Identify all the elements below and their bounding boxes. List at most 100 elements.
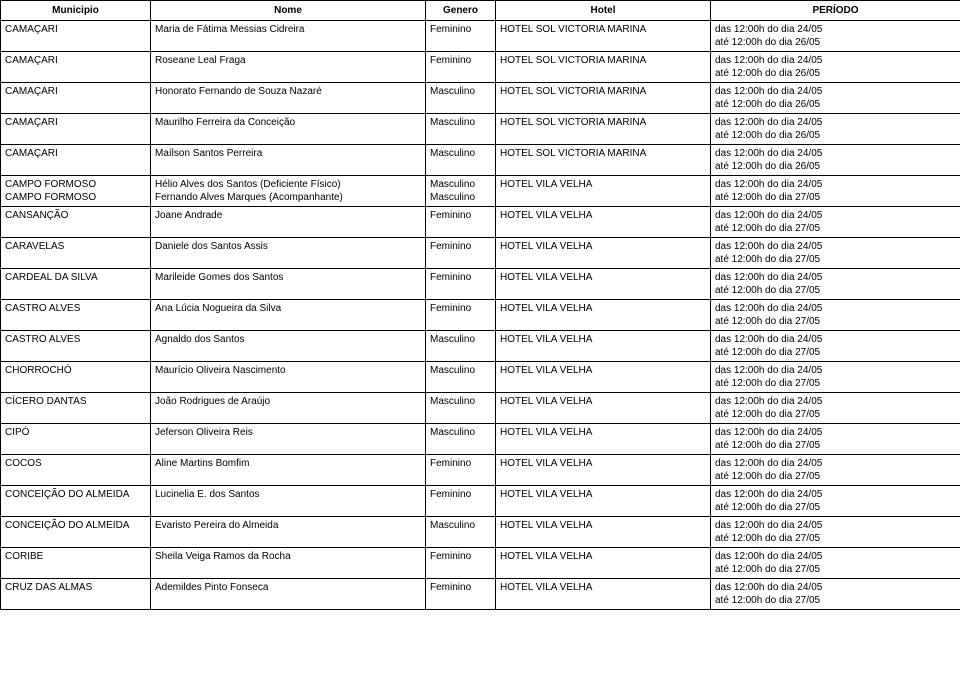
periodo-line: até 12:00h do dia 27/05 [715, 408, 956, 421]
cell-periodo: das 12:00h do dia 24/05até 12:00h do dia… [711, 83, 960, 114]
cell-genero: Masculino [426, 114, 496, 145]
cell-genero: Masculino [426, 145, 496, 176]
cell-periodo: das 12:00h do dia 24/05até 12:00h do dia… [711, 52, 960, 83]
cell-genero-line: Masculino [430, 178, 491, 191]
cell-genero: Masculino [426, 331, 496, 362]
cell-municipio: CAMAÇARI [1, 52, 151, 83]
cell-municipio: CAMAÇARI [1, 83, 151, 114]
cell-nome: Evaristo Pereira do Almeida [151, 517, 426, 548]
cell-hotel: HOTEL VILA VELHA [496, 362, 711, 393]
periodo-line: das 12:00h do dia 24/05 [715, 550, 956, 563]
cell-nome: Maria de Fátima Messias Cidreira [151, 21, 426, 52]
cell-periodo: das 12:00h do dia 24/05até 12:00h do dia… [711, 238, 960, 269]
cell-genero: Feminino [426, 300, 496, 331]
periodo-line: até 12:00h do dia 27/05 [715, 284, 956, 297]
col-periodo: PERÍODO [711, 1, 960, 21]
periodo-line: das 12:00h do dia 24/05 [715, 240, 956, 253]
cell-periodo: das 12:00h do dia 24/05até 12:00h do dia… [711, 424, 960, 455]
cell-nome: Honorato Fernando de Souza Nazaré [151, 83, 426, 114]
cell-genero: Feminino [426, 269, 496, 300]
cell-municipio: COCOS [1, 455, 151, 486]
cell-nome: Agnaldo dos Santos [151, 331, 426, 362]
periodo-line: das 12:00h do dia 24/05 [715, 581, 956, 594]
cell-municipio: CORIBE [1, 548, 151, 579]
cell-nome: Ana Lúcia Nogueira da Silva [151, 300, 426, 331]
periodo-line: das 12:00h do dia 24/05 [715, 85, 956, 98]
periodo-line: até 12:00h do dia 26/05 [715, 67, 956, 80]
cell-hotel: HOTEL VILA VELHA [496, 579, 711, 610]
cell-periodo: das 12:00h do dia 24/05até 12:00h do dia… [711, 269, 960, 300]
cell-periodo: das 12:00h do dia 24/05até 12:00h do dia… [711, 486, 960, 517]
periodo-line: das 12:00h do dia 24/05 [715, 116, 956, 129]
cell-periodo: das 12:00h do dia 24/05até 12:00h do dia… [711, 393, 960, 424]
periodo-line: das 12:00h do dia 24/05 [715, 364, 956, 377]
cell-periodo: das 12:00h do dia 24/05até 12:00h do dia… [711, 455, 960, 486]
cell-hotel: HOTEL VILA VELHA [496, 455, 711, 486]
periodo-line: das 12:00h do dia 24/05 [715, 395, 956, 408]
table-row: CANSANÇÃOJoane AndradeFemininoHOTEL VILA… [1, 207, 960, 238]
cell-municipio: CRUZ DAS ALMAS [1, 579, 151, 610]
periodo-line: até 12:00h do dia 27/05 [715, 377, 956, 390]
cell-genero: Masculino [426, 424, 496, 455]
cell-municipio: CAMAÇARI [1, 21, 151, 52]
table-row: CASTRO ALVESAna Lúcia Nogueira da SilvaF… [1, 300, 960, 331]
periodo-line: das 12:00h do dia 24/05 [715, 519, 956, 532]
cell-municipio: CIPÓ [1, 424, 151, 455]
cell-periodo: das 12:00h do dia 24/05até 12:00h do dia… [711, 207, 960, 238]
table-row: CAMPO FORMOSOCAMPO FORMOSOHélio Alves do… [1, 176, 960, 207]
table-row: CARAVELASDaniele dos Santos AssisFeminin… [1, 238, 960, 269]
cell-genero: MasculinoMasculino [426, 176, 496, 207]
header-row: Municipio Nome Genero Hotel PERÍODO [1, 1, 960, 21]
cell-hotel: HOTEL VILA VELHA [496, 393, 711, 424]
cell-nome: Maurilho Ferreira da Conceição [151, 114, 426, 145]
cell-genero-line: Masculino [430, 191, 491, 204]
cell-hotel: HOTEL SOL VICTORIA MARINA [496, 21, 711, 52]
cell-genero: Feminino [426, 52, 496, 83]
cell-nome: Daniele dos Santos Assis [151, 238, 426, 269]
cell-periodo: das 12:00h do dia 24/05até 12:00h do dia… [711, 114, 960, 145]
cell-hotel: HOTEL VILA VELHA [496, 269, 711, 300]
cell-nome: Marileide Gomes dos Santos [151, 269, 426, 300]
table-row: CAMAÇARIRoseane Leal FragaFemininoHOTEL … [1, 52, 960, 83]
cell-hotel: HOTEL SOL VICTORIA MARINA [496, 52, 711, 83]
cell-nome: Roseane Leal Fraga [151, 52, 426, 83]
cell-periodo: das 12:00h do dia 24/05até 12:00h do dia… [711, 362, 960, 393]
periodo-line: até 12:00h do dia 27/05 [715, 253, 956, 266]
cell-nome: Aline Martins Bomfim [151, 455, 426, 486]
periodo-line: das 12:00h do dia 24/05 [715, 54, 956, 67]
cell-municipio: CHORROCHÓ [1, 362, 151, 393]
cell-municipio: CAMPO FORMOSOCAMPO FORMOSO [1, 176, 151, 207]
cell-nome: João Rodrigues de Araújo [151, 393, 426, 424]
cell-periodo: das 12:00h do dia 24/05até 12:00h do dia… [711, 579, 960, 610]
table-row: CAMAÇARIMaria de Fátima Messias Cidreira… [1, 21, 960, 52]
periodo-line: das 12:00h do dia 24/05 [715, 488, 956, 501]
periodo-line: até 12:00h do dia 27/05 [715, 315, 956, 328]
cell-periodo: das 12:00h do dia 24/05até 12:00h do dia… [711, 300, 960, 331]
cell-hotel: HOTEL VILA VELHA [496, 424, 711, 455]
col-nome: Nome [151, 1, 426, 21]
cell-municipio: CÍCERO DANTAS [1, 393, 151, 424]
cell-municipio: CONCEIÇÃO DO ALMEIDA [1, 517, 151, 548]
periodo-line: das 12:00h do dia 24/05 [715, 271, 956, 284]
periodo-line: até 12:00h do dia 26/05 [715, 129, 956, 142]
table-row: CARDEAL DA SILVAMarileide Gomes dos Sant… [1, 269, 960, 300]
periodo-line: até 12:00h do dia 26/05 [715, 36, 956, 49]
cell-hotel: HOTEL SOL VICTORIA MARINA [496, 83, 711, 114]
cell-periodo: das 12:00h do dia 24/05até 12:00h do dia… [711, 548, 960, 579]
cell-municipio-line: CAMPO FORMOSO [5, 178, 146, 191]
cell-municipio: CANSANÇÃO [1, 207, 151, 238]
periodo-line: até 12:00h do dia 27/05 [715, 191, 956, 204]
cell-hotel: HOTEL VILA VELHA [496, 548, 711, 579]
table-row: COCOSAline Martins BomfimFemininoHOTEL V… [1, 455, 960, 486]
periodo-line: das 12:00h do dia 24/05 [715, 457, 956, 470]
cell-genero: Masculino [426, 393, 496, 424]
periodo-line: até 12:00h do dia 27/05 [715, 501, 956, 514]
periodo-line: até 12:00h do dia 27/05 [715, 532, 956, 545]
periodo-line: até 12:00h do dia 26/05 [715, 98, 956, 111]
cell-hotel: HOTEL VILA VELHA [496, 517, 711, 548]
periodo-line: das 12:00h do dia 24/05 [715, 209, 956, 222]
periodo-line: até 12:00h do dia 27/05 [715, 222, 956, 235]
cell-hotel: HOTEL VILA VELHA [496, 238, 711, 269]
cell-periodo: das 12:00h do dia 24/05até 12:00h do dia… [711, 145, 960, 176]
periodo-line: até 12:00h do dia 27/05 [715, 594, 956, 607]
